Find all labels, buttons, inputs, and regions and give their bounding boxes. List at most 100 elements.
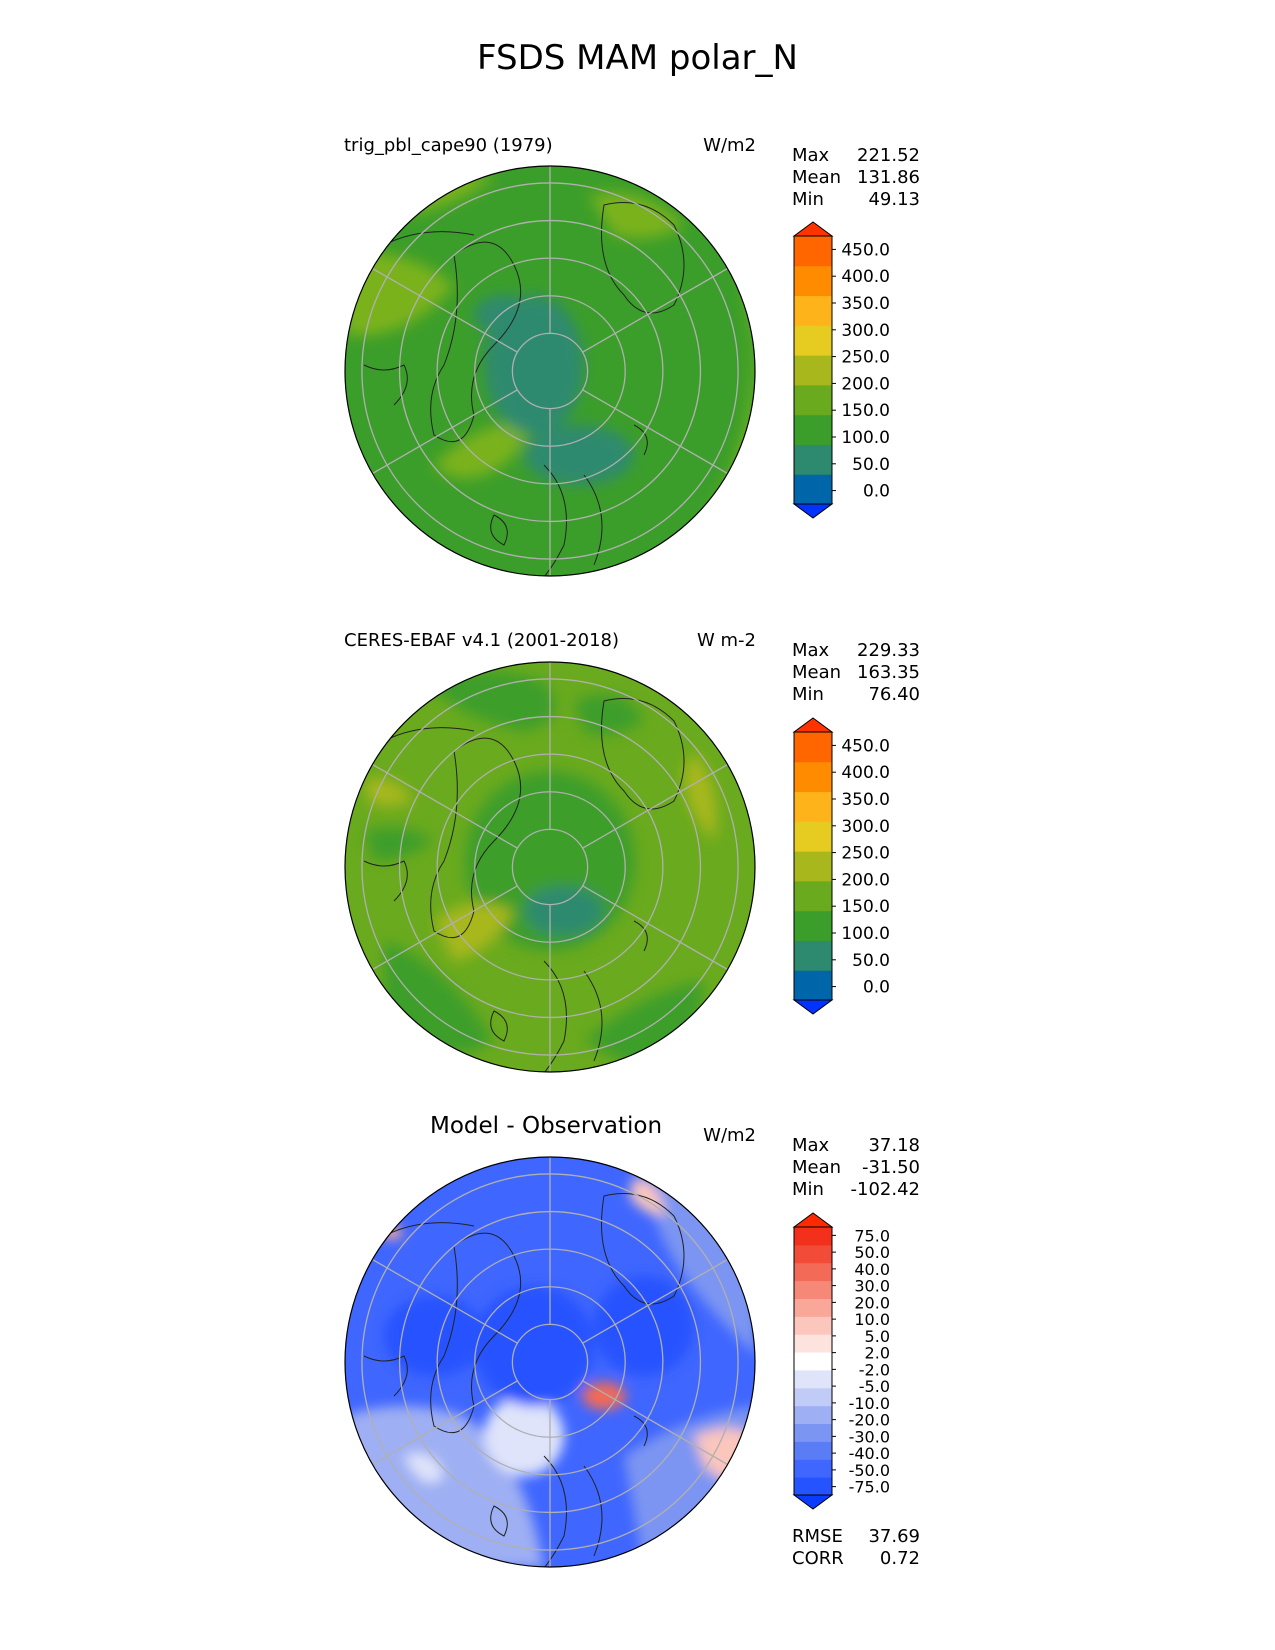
panel-observation: CERES-EBAF v4.1 (2001-2018) W m-2 Max 229… (0, 630, 1275, 1120)
colorbar-tick-label: 0.0 (863, 978, 890, 998)
colorbar-tick-label: 10.0 (854, 1310, 890, 1329)
stat-mean-label: Mean (792, 1157, 842, 1178)
panel-units: W m-2 (696, 630, 756, 651)
field-patches (364, 671, 717, 1072)
rmse-label: RMSE (792, 1526, 843, 1547)
colorbar-bin (794, 1405, 832, 1425)
colorbar-tick-label: -5.0 (859, 1377, 890, 1396)
stat-min-value: 49.13 (868, 189, 920, 210)
colorbar-frame (793, 1226, 833, 1496)
stats-box: Max 229.33 Mean 163.35 Min 76.40 (792, 640, 920, 706)
panel-units: W/m2 (703, 135, 756, 156)
stat-mean-label: Mean (792, 167, 842, 188)
colorbar-tick-label: 450.0 (841, 736, 890, 756)
colorbar-bin (794, 1280, 832, 1299)
colorbar-tick-label: 2.0 (865, 1344, 890, 1363)
colorbar-bin (794, 791, 832, 822)
colorbar-tick-label: 400.0 (841, 267, 890, 287)
colorbar-bin (794, 940, 832, 971)
colorbar-bin (794, 910, 832, 941)
colorbar-bin (794, 1298, 832, 1317)
colorbar-tick-label: -50.0 (849, 1461, 890, 1480)
colorbar-extend-max (792, 221, 834, 237)
colorbar-bin (794, 1334, 832, 1353)
colorbar-tick-label: -30.0 (849, 1427, 890, 1446)
stat-max-label: Max (792, 145, 830, 166)
panel-units: W/m2 (703, 1125, 756, 1146)
colorbar-tick-label: 0.0 (863, 482, 890, 502)
graticule (361, 1157, 739, 1567)
meridian-line (372, 1380, 518, 1466)
stat-mean-value: -31.50 (861, 1157, 920, 1178)
colorbar-bin (794, 1244, 832, 1264)
stats-box: Max 221.52 Mean 131.86 Min 49.13 (792, 145, 920, 211)
stat-max-value: 37.18 (868, 1135, 920, 1156)
colorbar-tick-label: 100.0 (841, 428, 890, 448)
meridian-line (372, 389, 518, 475)
colorbar-frame (793, 731, 833, 1001)
stat-max-label: Max (792, 1135, 830, 1156)
colorbar-bin (794, 265, 832, 297)
bottom-stats: RMSE 37.69 CORR 0.72 (792, 1526, 920, 1570)
colorbar-bin (794, 1441, 832, 1460)
meridian-line (582, 885, 728, 971)
colorbar-tick-label: 400.0 (841, 763, 890, 783)
colorbar-extend-max (792, 717, 834, 733)
stat-min-value: -102.42 (850, 1179, 920, 1200)
rmse-value: 37.69 (868, 1526, 920, 1547)
colorbar-tick-label: 350.0 (841, 294, 890, 314)
colorbar-tick-label: 250.0 (841, 844, 890, 864)
colorbar-bin (794, 732, 832, 763)
colorbar-bin (794, 1369, 832, 1389)
colorbar-extend-min (792, 1494, 834, 1510)
colorbar-tick-label: 75.0 (854, 1226, 890, 1245)
colorbar-tick-label: 50.0 (854, 1243, 890, 1262)
colorbar-bin (794, 325, 832, 356)
polar-map-model (344, 165, 756, 577)
graticule (361, 662, 739, 1072)
panel-title: trig_pbl_cape90 (1979) (344, 135, 553, 156)
colorbar-tick-label: 250.0 (841, 348, 890, 368)
graticule (361, 166, 739, 576)
figure-title: FSDS MAM polar_N (477, 38, 798, 78)
colorbar-bin (794, 444, 832, 475)
colorbar-tick-label: 20.0 (854, 1293, 890, 1312)
colorbar-tick-label: -10.0 (849, 1394, 890, 1413)
panel-title: Model - Observation (430, 1113, 663, 1139)
colorbar-bin (794, 1459, 832, 1478)
colorbar-tick-label: -40.0 (849, 1444, 890, 1463)
corr-label: CORR (792, 1548, 844, 1569)
corr-value: 0.72 (879, 1548, 920, 1569)
colorbar-frame (793, 235, 833, 505)
meridian-line (582, 1258, 728, 1344)
colorbar-extend-min (792, 999, 834, 1015)
colorbar-tick-label: 5.0 (865, 1327, 890, 1346)
stats-box: Max 37.18 Mean -31.50 Min -102.42 (792, 1135, 920, 1201)
meridian-line (372, 267, 518, 353)
colorbar-extend-max (792, 1212, 834, 1228)
stat-min-value: 76.40 (868, 684, 920, 705)
map-boundary (344, 165, 756, 577)
stat-min-label: Min (792, 189, 824, 210)
colorbar-tick-label: 150.0 (841, 401, 890, 421)
colorbar-bin (794, 1227, 832, 1246)
stat-mean-value: 163.35 (857, 662, 920, 683)
polar-map-difference (344, 1156, 756, 1568)
colorbar-bin (794, 1477, 832, 1496)
meridian-line (372, 885, 518, 971)
colorbar-bin (794, 355, 832, 386)
stat-min-label: Min (792, 684, 824, 705)
panel-title: CERES-EBAF v4.1 (2001-2018) (344, 630, 620, 651)
colorbar-tick-label: 100.0 (841, 924, 890, 944)
colorbar-extend-min (792, 503, 834, 519)
map-boundary (344, 661, 756, 1073)
meridian-line (582, 389, 728, 475)
colorbar-bin (794, 761, 832, 793)
colorbar-tick-label: 40.0 (854, 1260, 890, 1279)
meridian-line (582, 763, 728, 849)
colorbar-tick-label: 450.0 (841, 240, 890, 260)
polar-map-observation (344, 661, 756, 1073)
stat-mean-value: 131.86 (857, 167, 920, 188)
colorbar-tick-label: -2.0 (859, 1360, 890, 1379)
panel-model: trig_pbl_cape90 (1979) W/m2 Max 221.52 Me… (0, 135, 1275, 625)
